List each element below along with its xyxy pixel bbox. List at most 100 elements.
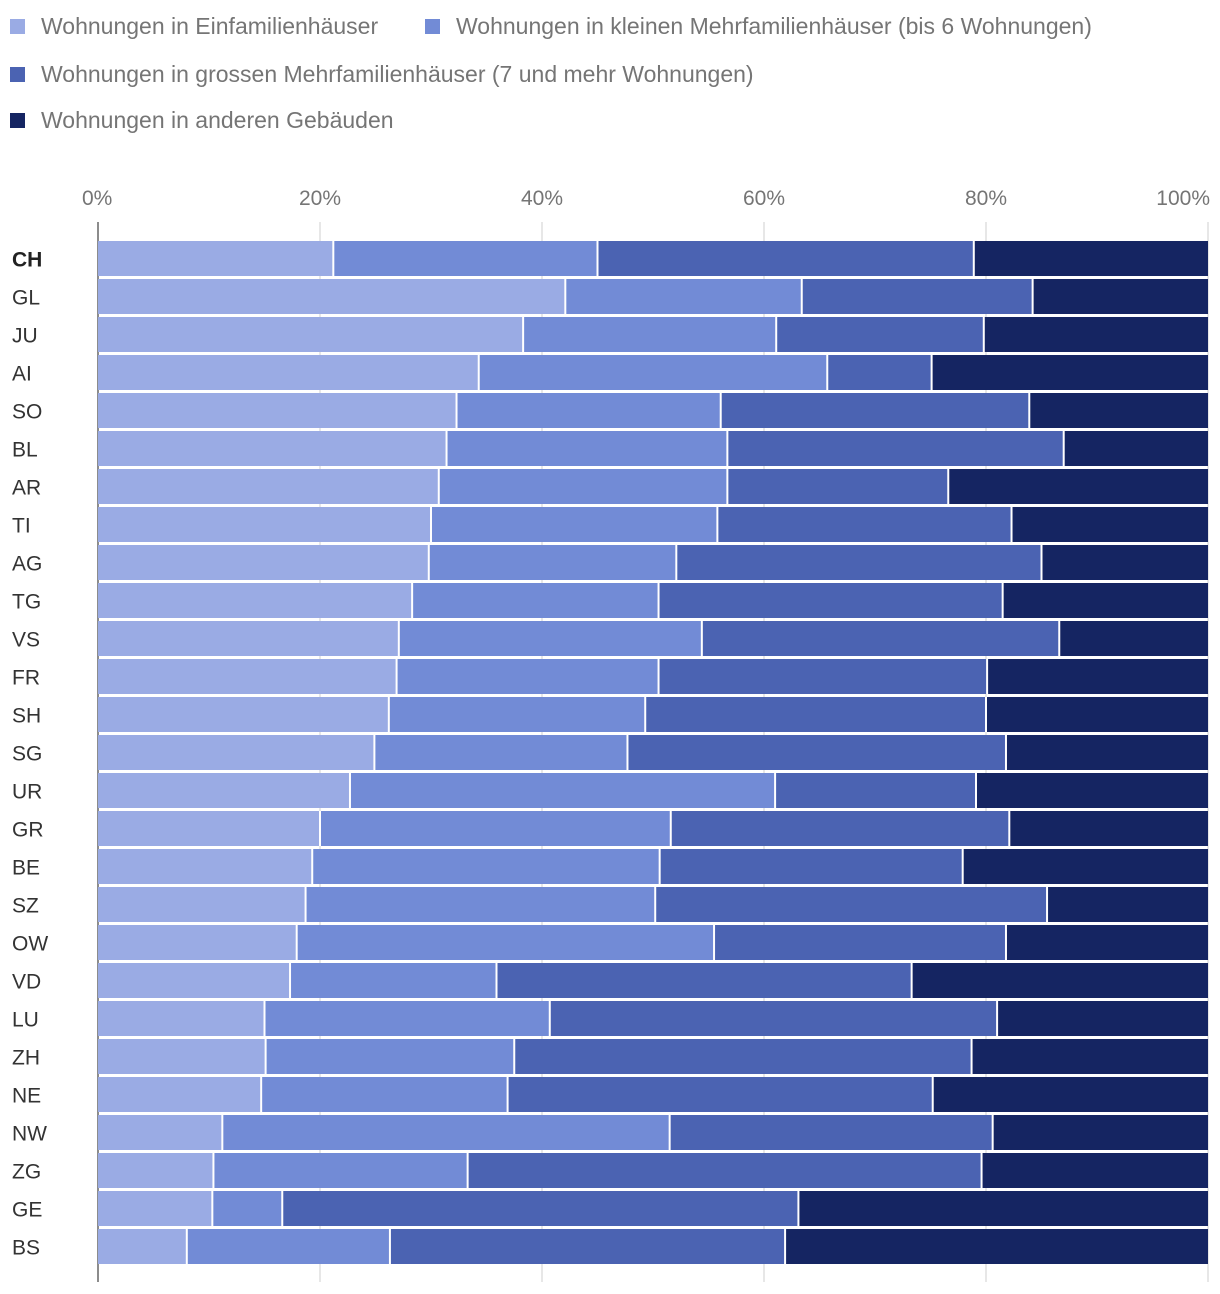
category-label: GE <box>12 1199 42 1222</box>
category-label: NW <box>12 1123 47 1146</box>
category-label: AR <box>12 477 41 500</box>
bar-segment <box>717 507 1012 542</box>
bar-segment <box>282 1191 799 1226</box>
x-tick-label: 100% <box>1156 187 1210 210</box>
bar-segment <box>655 887 1048 922</box>
bar-segment <box>98 431 447 466</box>
bar-segment <box>213 1153 468 1188</box>
bar-segment <box>398 621 702 656</box>
bar-segment <box>374 735 628 770</box>
legend-swatch <box>10 113 25 128</box>
bar-segment <box>1047 887 1208 922</box>
category-label: OW <box>12 933 48 956</box>
category-label: LU <box>12 1009 39 1032</box>
bar-segment <box>676 545 1042 580</box>
x-tick-label: 0% <box>82 187 112 210</box>
bar-segment <box>98 1039 266 1074</box>
bar-segment <box>98 241 334 276</box>
bar-segment <box>98 887 306 922</box>
x-tick-label: 60% <box>743 187 785 210</box>
bar-segment <box>827 355 932 390</box>
bar-segment <box>320 811 671 846</box>
x-tick-label: 20% <box>299 187 341 210</box>
bar-segment <box>1011 507 1208 542</box>
bar-segment <box>98 621 399 656</box>
bar-segment <box>98 1077 262 1112</box>
category-label: BL <box>12 439 38 462</box>
legend-swatch <box>425 19 440 34</box>
bar-segment <box>997 1001 1208 1036</box>
bar-segment <box>1029 393 1208 428</box>
bar-segment <box>670 811 1010 846</box>
legend-swatch <box>10 67 25 82</box>
category-label: SO <box>12 401 42 424</box>
bar-segment <box>290 963 497 998</box>
bar-segment <box>212 1191 283 1226</box>
bar-segment <box>1009 811 1208 846</box>
category-label: ZG <box>12 1161 41 1184</box>
bar-segment <box>1059 621 1208 656</box>
category-label: BE <box>12 857 40 880</box>
bar-segment <box>597 241 974 276</box>
bar-segment <box>658 659 988 694</box>
legend-label: Wohnungen in Einfamilienhäuser <box>41 13 379 39</box>
bar-segment <box>507 1077 933 1112</box>
bar-segment <box>186 1229 390 1264</box>
bar-segment <box>98 279 566 314</box>
bar-segment <box>496 963 912 998</box>
legend-item-kleine-mfh[interactable]: Wohnungen in kleinen Mehrfamilienhäuser … <box>425 13 1092 40</box>
bar-segment <box>98 507 431 542</box>
bar-segment <box>775 773 977 808</box>
bar-segment <box>1063 431 1208 466</box>
bar-segment <box>627 735 1006 770</box>
legend-swatch <box>10 19 25 34</box>
bar-segment <box>801 279 1033 314</box>
category-label: SH <box>12 705 41 728</box>
bar-segment <box>714 925 1006 960</box>
bar-segment <box>98 1191 213 1226</box>
bar-segment <box>1005 925 1208 960</box>
bar-segment <box>478 355 828 390</box>
bar-segment <box>446 431 728 466</box>
legend-item-einfamilienhaeuser[interactable]: Wohnungen in Einfamilienhäuser <box>10 13 378 40</box>
bar-segment <box>333 241 598 276</box>
bar-segment <box>987 659 1208 694</box>
bar-segment <box>98 469 439 504</box>
bar-segment <box>948 469 1208 504</box>
legend-item-andere-gebaeude[interactable]: Wohnungen in anderen Gebäuden <box>10 107 394 134</box>
bar-segment <box>98 1153 214 1188</box>
bar-segment <box>98 849 313 884</box>
category-label: SG <box>12 743 42 766</box>
bar-segment <box>98 355 479 390</box>
category-label: UR <box>12 781 42 804</box>
bar-segment <box>98 963 291 998</box>
bar-segment <box>98 1229 187 1264</box>
category-label: AG <box>12 553 42 576</box>
bar-segment <box>962 849 1208 884</box>
bar-segment <box>798 1191 1208 1226</box>
bar-segment <box>296 925 715 960</box>
bar-segment <box>98 811 320 846</box>
bar-segment <box>1032 279 1208 314</box>
category-label: GL <box>12 287 40 310</box>
legend-label: Wohnungen in grossen Mehrfamilienhäuser … <box>41 61 754 87</box>
bar-segment <box>312 849 660 884</box>
bar-segment <box>785 1229 1208 1264</box>
bar-segment <box>986 697 1208 732</box>
bar-segment <box>98 659 397 694</box>
category-label: JU <box>12 325 38 348</box>
bar-segment <box>261 1077 508 1112</box>
bar-segment <box>428 545 677 580</box>
category-label: ZH <box>12 1047 40 1070</box>
bar-segment <box>431 507 718 542</box>
bar-segment <box>976 773 1208 808</box>
bar-segment <box>456 393 721 428</box>
bar-segment <box>658 583 1003 618</box>
bar-segment <box>98 583 413 618</box>
category-label: GR <box>12 819 44 842</box>
category-label: FR <box>12 667 40 690</box>
category-label: BS <box>12 1237 40 1260</box>
bar-segment <box>396 659 659 694</box>
legend-item-grosse-mfh[interactable]: Wohnungen in grossen Mehrfamilienhäuser … <box>10 61 754 88</box>
bar-segment <box>727 469 949 504</box>
